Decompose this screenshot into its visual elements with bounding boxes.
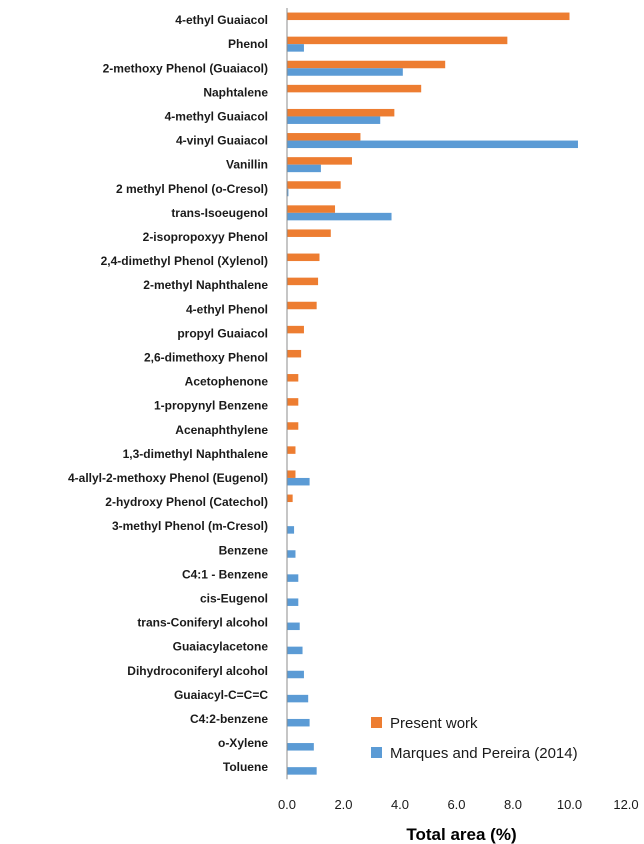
legend-swatch-present-work (371, 717, 382, 728)
category-label-trans-coniferyl-alcohol: trans-Coniferyl alcohol (137, 616, 268, 630)
bar-present-work-4-ethyl-guaiacol (287, 12, 570, 21)
category-label-1-propynyl-benzene: 1-propynyl Benzene (154, 399, 268, 413)
bar-marques-pereira-c4-2-benzene (287, 718, 310, 727)
bar-marques-pereira-dihydroconiferyl-alcohol (287, 670, 304, 679)
category-label-c4-2-benzene: C4:2-benzene (190, 712, 268, 726)
category-label-2-isopropoxyy-phenol: 2-isopropoxyy Phenol (143, 230, 268, 244)
bar-marques-pereira-4-allyl-2-methoxy-phenol-eugenol (287, 477, 310, 486)
x-axis-title: Total area (%) (406, 825, 516, 844)
bar-marques-pereira-4-methyl-guaiacol (287, 116, 381, 124)
category-label-benzene: Benzene (219, 543, 269, 557)
category-label-2-methyl-naphthalene: 2-methyl Naphthalene (143, 278, 268, 292)
category-label-4-ethyl-guaiacol: 4-ethyl Guaiacol (175, 13, 268, 27)
bar-present-work-2-6-dimethoxy-phenol (287, 349, 302, 358)
x-tick-label: 12.0 (613, 797, 638, 812)
bar-present-work-acenaphthylene (287, 422, 299, 430)
bar-marques-pereira-guaiacyl-c-c-c (287, 694, 309, 703)
bar-present-work-4-ethyl-phenol (287, 301, 317, 310)
bar-present-work-phenol (287, 36, 508, 45)
bar-marques-pereira-3-methyl-phenol-m-cresol (287, 526, 295, 534)
category-label-acenaphthylene: Acenaphthylene (175, 423, 268, 437)
category-label-dihydroconiferyl-alcohol: Dihydroconiferyl alcohol (127, 664, 268, 678)
category-label-guaiacylacetone: Guaiacylacetone (173, 640, 269, 654)
category-label-3-methyl-phenol-m-cresol: 3-methyl Phenol (m-Cresol) (112, 519, 268, 533)
category-label-o-xylene: o-Xylene (218, 736, 268, 750)
category-label-2-methyl-phenol-o-cresol: 2 methyl Phenol (o-Cresol) (116, 182, 268, 196)
bar-marques-pereira-4-vinyl-guaiacol (287, 140, 578, 149)
category-label-4-vinyl-guaiacol: 4-vinyl Guaiacol (176, 134, 268, 148)
bar-present-work-2-4-dimethyl-phenol-xylenol (287, 253, 320, 262)
category-label-2-6-dimethoxy-phenol: 2,6-dimethoxy Phenol (144, 350, 268, 364)
legend: Present work Marques and Pereira (2014) (371, 715, 578, 762)
bar-present-work-2-hydroxy-phenol-catechol (287, 494, 293, 503)
bar-marques-pereira-phenol (287, 44, 304, 52)
category-label-guaiacyl-c-c-c: Guaiacyl-C=C=C (174, 688, 268, 702)
bar-present-work-2-methoxy-phenol-guaiacol (287, 60, 446, 69)
bar-marques-pereira-guaiacylacetone (287, 646, 303, 655)
category-label-vanillin: Vanillin (226, 158, 268, 172)
category-label-2-hydroxy-phenol-catechol: 2-hydroxy Phenol (Catechol) (105, 495, 268, 509)
bar-marques-pereira-vanillin (287, 164, 321, 173)
legend-label-present-work: Present work (390, 715, 478, 732)
bar-present-work-2-methyl-phenol-o-cresol (287, 181, 341, 189)
bar-present-work-1-propynyl-benzene (287, 398, 299, 406)
x-tick-label: 6.0 (447, 797, 465, 812)
category-label-propyl-guaiacol: propyl Guaiacol (177, 326, 268, 340)
bar-present-work-2-isopropoxyy-phenol (287, 229, 331, 237)
bar-present-work-propyl-guaiacol (287, 325, 304, 334)
category-label-4-methyl-guaiacol: 4-methyl Guaiacol (165, 109, 268, 123)
legend-label-marques-pereira: Marques and Pereira (2014) (390, 745, 578, 762)
bar-present-work-2-methyl-naphthalene (287, 277, 319, 286)
x-tick-label: 0.0 (278, 797, 296, 812)
bar-present-work-4-allyl-2-methoxy-phenol-eugenol (287, 470, 296, 478)
bar-present-work-4-methyl-guaiacol (287, 108, 395, 117)
bar-marques-pereira-2-methoxy-phenol-guaiacol (287, 68, 403, 76)
bar-marques-pereira-c4-1-benzene (287, 574, 299, 582)
bar-marques-pereira-trans-coniferyl-alcohol (287, 622, 300, 631)
bar-marques-pereira-2-methyl-phenol-o-cresol (287, 188, 289, 197)
category-label-4-ethyl-phenol: 4-ethyl Phenol (186, 302, 268, 316)
category-label-4-allyl-2-methoxy-phenol-eugenol: 4-allyl-2-methoxy Phenol (Eugenol) (68, 471, 268, 485)
bar-present-work-naphtalene (287, 84, 422, 93)
category-label-2-methoxy-phenol-guaiacol: 2-methoxy Phenol (Guaiacol) (103, 61, 268, 75)
category-label-2-4-dimethyl-phenol-xylenol: 2,4-dimethyl Phenol (Xylenol) (101, 254, 268, 268)
x-tick-label: 8.0 (504, 797, 522, 812)
category-label-c4-1-benzene: C4:1 - Benzene (182, 567, 268, 581)
bar-present-work-acetophenone (287, 374, 299, 382)
bar-present-work-1-3-dimethyl-naphthalene (287, 446, 296, 454)
category-label-trans-isoeugenol: trans-Isoeugenol (171, 206, 268, 220)
x-tick-label: 2.0 (334, 797, 352, 812)
bar-marques-pereira-o-xylene (287, 743, 314, 751)
category-label-phenol: Phenol (228, 37, 268, 51)
category-label-acetophenone: Acetophenone (185, 375, 269, 389)
bar-present-work-vanillin (287, 157, 352, 165)
bar-marques-pereira-trans-isoeugenol (287, 212, 392, 221)
bar-marques-pereira-cis-eugenol (287, 598, 299, 606)
x-axis-ticks: 0.0 2.0 4.0 6.0 8.0 10.0 12.0 (278, 797, 639, 812)
category-label-toluene: Toluene (223, 760, 268, 774)
bar-present-work-trans-isoeugenol (287, 205, 336, 213)
x-tick-label: 4.0 (391, 797, 409, 812)
category-label-1-3-dimethyl-naphthalene: 1,3-dimethyl Naphthalene (123, 447, 269, 461)
legend-swatch-marques-pereira (371, 747, 382, 758)
x-tick-label: 10.0 (557, 797, 582, 812)
bar-present-work-4-vinyl-guaiacol (287, 133, 361, 141)
bars (287, 12, 578, 775)
category-label-cis-eugenol: cis-Eugenol (200, 591, 268, 605)
category-label-naphtalene: Naphtalene (203, 85, 268, 99)
category-labels: 4-ethyl Guaiacol Phenol 2-methoxy Phenol (… (68, 13, 268, 774)
bar-marques-pereira-toluene (287, 767, 317, 775)
bar-marques-pereira-benzene (287, 550, 296, 558)
